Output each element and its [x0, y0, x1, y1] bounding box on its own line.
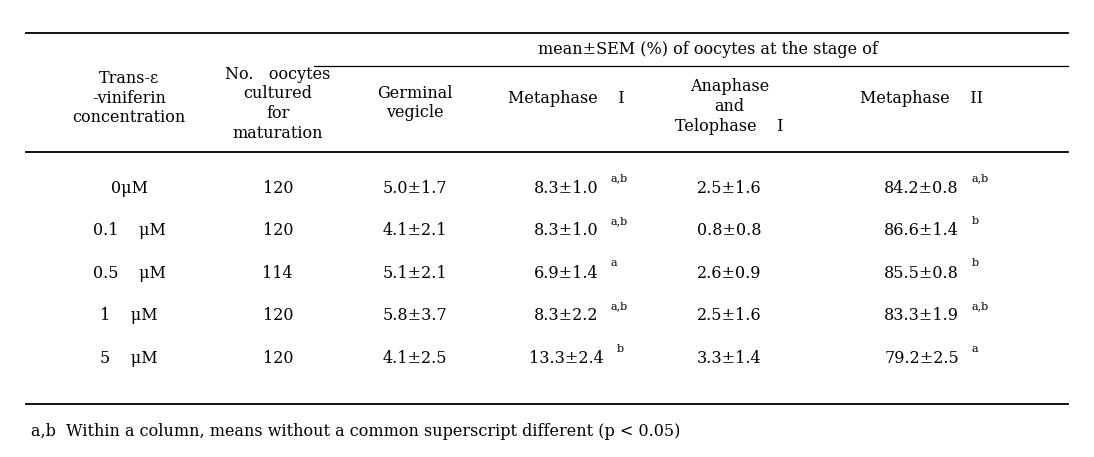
Text: b: b: [971, 259, 979, 269]
Text: 84.2±0.8: 84.2±0.8: [884, 180, 958, 197]
Text: 5.8±3.7: 5.8±3.7: [382, 308, 447, 324]
Text: a: a: [971, 344, 978, 354]
Text: 86.6±1.4: 86.6±1.4: [884, 222, 959, 239]
Text: b: b: [617, 344, 624, 354]
Text: No.   oocytes
cultured
for
maturation: No. oocytes cultured for maturation: [225, 66, 330, 142]
Text: 0μM: 0μM: [110, 180, 148, 197]
Text: 5.1±2.1: 5.1±2.1: [382, 265, 446, 282]
Text: 85.5±0.8: 85.5±0.8: [884, 265, 959, 282]
Text: 120: 120: [263, 350, 293, 367]
Text: 2.5±1.6: 2.5±1.6: [697, 180, 761, 197]
Text: 5.0±1.7: 5.0±1.7: [382, 180, 446, 197]
Text: Metaphase    I: Metaphase I: [509, 90, 625, 107]
Text: mean±SEM (%) of oocytes at the stage of: mean±SEM (%) of oocytes at the stage of: [538, 41, 877, 58]
Text: a,b: a,b: [971, 301, 989, 311]
Text: 13.3±2.4: 13.3±2.4: [529, 350, 604, 367]
Text: Anaphase
and
Telophase    I: Anaphase and Telophase I: [675, 78, 783, 134]
Text: 2.6±0.9: 2.6±0.9: [697, 265, 761, 282]
Text: 120: 120: [263, 308, 293, 324]
Text: b: b: [971, 216, 979, 226]
Text: a,b: a,b: [610, 301, 627, 311]
Text: 4.1±2.5: 4.1±2.5: [382, 350, 446, 367]
Text: Trans-ε
-viniferin
concentration: Trans-ε -viniferin concentration: [72, 70, 186, 127]
Text: 2.5±1.6: 2.5±1.6: [697, 308, 761, 324]
Text: 83.3±1.9: 83.3±1.9: [884, 308, 959, 324]
Text: 120: 120: [263, 180, 293, 197]
Text: a,b: a,b: [610, 216, 627, 226]
Text: 79.2±2.5: 79.2±2.5: [884, 350, 959, 367]
Text: 8.3±2.2: 8.3±2.2: [534, 308, 598, 324]
Text: 1    μM: 1 μM: [101, 308, 158, 324]
Text: Germinal
vegicle: Germinal vegicle: [376, 85, 452, 121]
Text: 0.1    μM: 0.1 μM: [93, 222, 165, 239]
Text: a,b  Within a column, means without a common superscript different (p < 0.05): a,b Within a column, means without a com…: [32, 423, 680, 440]
Text: a,b: a,b: [971, 173, 989, 183]
Text: a,b: a,b: [610, 173, 627, 183]
Text: Metaphase    II: Metaphase II: [860, 90, 984, 107]
Text: 114: 114: [263, 265, 293, 282]
Text: 0.5    μM: 0.5 μM: [93, 265, 165, 282]
Text: 6.9±1.4: 6.9±1.4: [534, 265, 598, 282]
Text: 8.3±1.0: 8.3±1.0: [534, 180, 598, 197]
Text: 120: 120: [263, 222, 293, 239]
Text: 5    μM: 5 μM: [101, 350, 158, 367]
Text: a: a: [610, 259, 617, 269]
Text: 0.8±0.8: 0.8±0.8: [697, 222, 761, 239]
Text: 8.3±1.0: 8.3±1.0: [534, 222, 598, 239]
Text: 4.1±2.1: 4.1±2.1: [382, 222, 446, 239]
Text: 3.3±1.4: 3.3±1.4: [697, 350, 761, 367]
